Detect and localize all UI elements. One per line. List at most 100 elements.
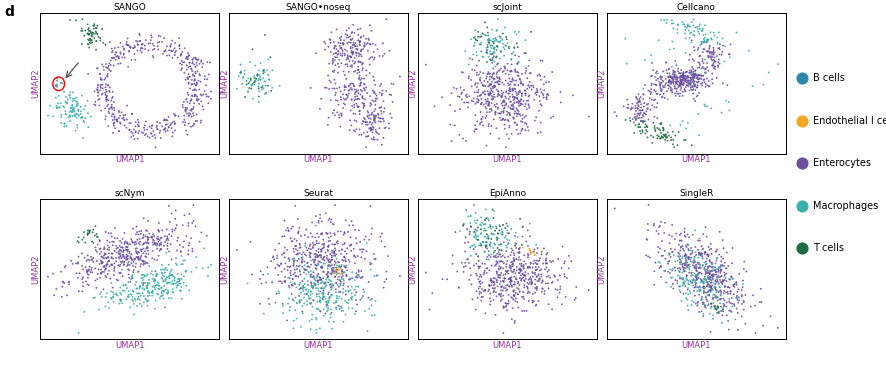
Point: [353, 39, 367, 45]
Point: [501, 223, 515, 229]
Point: [701, 274, 715, 280]
Point: [150, 271, 164, 277]
Point: [530, 86, 544, 92]
Point: [698, 224, 712, 230]
Point: [517, 272, 532, 277]
Point: [624, 107, 638, 112]
Point: [633, 108, 648, 114]
Point: [710, 53, 724, 59]
Point: [105, 104, 119, 110]
Point: [538, 288, 552, 294]
Point: [683, 30, 697, 36]
Point: [688, 74, 702, 80]
Point: [691, 29, 705, 35]
Point: [294, 290, 308, 296]
Point: [532, 108, 546, 114]
Point: [83, 227, 97, 233]
Point: [481, 91, 495, 96]
Point: [300, 260, 315, 265]
Point: [520, 106, 534, 112]
Point: [304, 230, 318, 236]
Point: [301, 270, 315, 276]
Point: [135, 258, 149, 264]
Point: [656, 94, 670, 100]
Point: [287, 249, 301, 255]
Point: [289, 273, 303, 279]
Point: [704, 260, 719, 266]
Point: [327, 249, 341, 255]
Point: [487, 82, 501, 88]
Point: [681, 255, 696, 261]
Point: [692, 262, 706, 268]
Point: [336, 242, 350, 247]
Point: [534, 103, 548, 109]
Point: [703, 257, 717, 263]
Point: [700, 60, 714, 66]
Point: [700, 284, 714, 289]
Point: [121, 49, 136, 54]
Point: [632, 103, 646, 109]
Point: [486, 43, 500, 49]
Point: [539, 257, 553, 263]
Point: [534, 271, 548, 277]
Point: [322, 296, 336, 301]
Point: [680, 263, 694, 269]
Point: [167, 127, 182, 133]
Point: [494, 111, 508, 117]
Point: [666, 79, 680, 85]
Point: [140, 228, 154, 234]
Point: [505, 77, 519, 82]
Point: [237, 68, 252, 73]
Point: [705, 62, 719, 68]
Point: [635, 107, 649, 113]
Point: [463, 245, 478, 250]
Point: [487, 84, 501, 90]
Point: [690, 300, 704, 306]
Point: [700, 252, 714, 258]
Point: [481, 103, 495, 108]
Point: [709, 303, 723, 309]
Point: [703, 259, 717, 265]
Point: [695, 65, 709, 71]
Point: [150, 246, 164, 251]
Point: [140, 272, 154, 277]
Point: [304, 326, 318, 332]
Point: [368, 114, 382, 120]
Point: [657, 135, 671, 141]
Point: [695, 253, 709, 258]
Point: [691, 238, 705, 243]
Point: [507, 97, 521, 103]
Point: [154, 242, 168, 247]
Point: [131, 269, 145, 274]
Point: [693, 75, 707, 81]
Point: [462, 93, 477, 99]
Point: [497, 103, 511, 108]
Point: [702, 244, 716, 250]
Point: [190, 57, 204, 62]
Point: [338, 265, 353, 270]
Point: [467, 128, 481, 134]
Point: [114, 255, 128, 261]
Point: [286, 318, 300, 324]
Point: [522, 94, 536, 100]
Point: [113, 259, 128, 265]
Point: [722, 327, 736, 333]
Point: [299, 287, 313, 293]
Point: [349, 274, 363, 280]
Point: [159, 287, 173, 292]
Point: [671, 68, 685, 74]
Point: [140, 297, 154, 303]
Point: [489, 125, 503, 131]
Point: [702, 301, 716, 307]
Point: [713, 268, 727, 274]
Point: [102, 268, 116, 274]
Point: [462, 74, 476, 80]
Point: [630, 100, 644, 106]
Point: [715, 264, 729, 269]
Point: [703, 275, 718, 281]
Point: [171, 55, 185, 61]
Point: [101, 63, 115, 69]
Point: [184, 269, 198, 275]
Point: [359, 144, 373, 150]
Point: [696, 64, 710, 70]
